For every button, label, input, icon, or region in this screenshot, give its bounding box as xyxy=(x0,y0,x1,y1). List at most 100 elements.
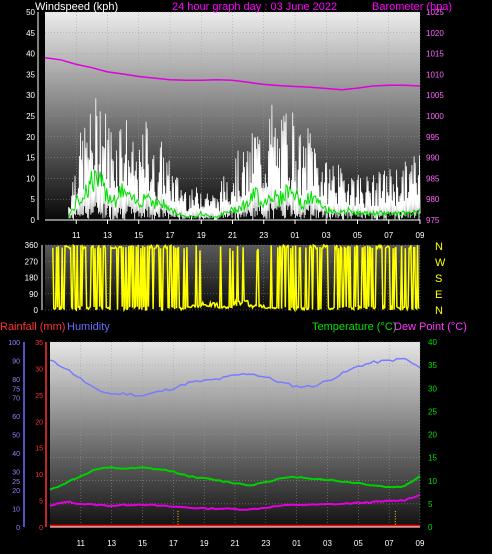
windspeed-tick-label: 45 xyxy=(26,29,35,38)
rainfall-axis-label: Rainfall (mm) xyxy=(0,321,65,333)
humidity-tick-label: 70 xyxy=(12,396,20,403)
humidity-tick-label: 20 xyxy=(12,488,20,495)
time-tick-label: 01 xyxy=(292,539,301,548)
wind-direction-series xyxy=(52,243,420,313)
time-tick-label: 21 xyxy=(231,539,240,548)
temperature-tick-label: 10 xyxy=(428,477,437,486)
barometer-tick-label: 1020 xyxy=(426,29,444,38)
humidity-tick-label: 30 xyxy=(12,470,20,477)
humidity-tick-label: 25 xyxy=(12,479,20,486)
barometer-axis-label: Barometer (hpa) xyxy=(372,1,452,13)
compass-labels: N W S E N xyxy=(435,241,446,317)
humidity-series xyxy=(49,357,421,397)
chart-title: 24 hour graph day : 03 June 2022 xyxy=(172,1,337,13)
time-tick-label: 21 xyxy=(228,231,237,240)
temperature-tick-label: 40 xyxy=(428,338,437,347)
time-tick-label: 13 xyxy=(107,539,116,548)
compass-s: S xyxy=(435,273,442,285)
rainfall-tick-label: 30 xyxy=(35,366,43,373)
barometer-tick-label: 980 xyxy=(426,195,440,204)
time-tick-label: 03 xyxy=(322,231,331,240)
temp-hum-gridlines xyxy=(50,341,421,528)
wind-direction-axes: 0 90 180 270 360 xyxy=(25,241,43,315)
temperature-tick-label: 25 xyxy=(428,407,437,416)
barometer-series xyxy=(44,57,421,91)
rainfall-tick-label: 0 xyxy=(39,525,43,532)
time-tick-label: 09 xyxy=(416,231,425,240)
humidity-tick-label: 80 xyxy=(12,377,20,384)
windspeed-axis-label: Windspeed (kph) xyxy=(35,1,118,13)
temperature-tick-label: 35 xyxy=(428,361,437,370)
temperature-tick-label: 0 xyxy=(428,523,433,532)
time-tick-label: 03 xyxy=(323,539,332,548)
temperature-tick-label: 5 xyxy=(428,500,433,509)
time-tick-label: 23 xyxy=(259,231,268,240)
humidity-tick-label: 100 xyxy=(8,340,20,347)
rainfall-tick-label: 5 xyxy=(39,499,43,506)
rainfall-tick-label: 15 xyxy=(35,446,43,453)
rainfall-tick-label: 35 xyxy=(35,340,43,347)
time-tick-label: 07 xyxy=(384,231,393,240)
temp-hum-axes: 0510152025303540010202530405060707580901… xyxy=(8,338,437,548)
temperature-tick-label: 20 xyxy=(428,431,437,440)
time-tick-label: 11 xyxy=(72,231,81,240)
wind-direction-series xyxy=(52,243,420,313)
wind-baro-series xyxy=(44,57,421,221)
humidity-tick-label: 40 xyxy=(12,451,20,458)
barometer-tick-label: 1025 xyxy=(426,8,444,17)
dewpoint-series xyxy=(49,493,421,511)
humidity-tick-label: 0 xyxy=(16,525,20,532)
compass-n-bottom: N xyxy=(435,305,443,317)
time-tick-label: 01 xyxy=(291,231,300,240)
windspeed-tick-label: 50 xyxy=(26,8,35,17)
temperature-tick-label: 30 xyxy=(428,384,437,393)
time-tick-label: 19 xyxy=(197,231,206,240)
wind-gust-series xyxy=(68,98,421,221)
windspeed-tick-label: 0 xyxy=(31,216,36,225)
barometer-tick-label: 1015 xyxy=(426,50,444,59)
time-tick-label: 05 xyxy=(353,231,362,240)
windspeed-tick-label: 15 xyxy=(26,154,35,163)
time-tick-label: 11 xyxy=(77,539,86,548)
barometer-tick-label: 1005 xyxy=(426,91,444,100)
windspeed-tick-label: 25 xyxy=(26,112,35,121)
temperature-series xyxy=(49,466,421,491)
temperature-tick-label: 15 xyxy=(428,454,437,463)
rainfall-tick-label: 25 xyxy=(35,393,43,400)
windspeed-tick-label: 40 xyxy=(26,50,35,59)
direction-tick-label: 270 xyxy=(25,257,39,266)
windspeed-tick-label: 20 xyxy=(26,133,35,142)
time-tick-label: 17 xyxy=(166,231,175,240)
wind-baro-axes: 0510152025303540455097598098599099510001… xyxy=(26,8,444,240)
humidity-tick-label: 75 xyxy=(12,386,20,393)
humidity-tick-label: 10 xyxy=(12,507,20,514)
time-tick-label: 23 xyxy=(261,539,270,548)
humidity-tick-label: 50 xyxy=(12,433,20,440)
direction-tick-label: 90 xyxy=(29,290,38,299)
rainfall-tick-label: 20 xyxy=(35,419,43,426)
time-tick-label: 19 xyxy=(200,539,209,548)
humidity-tick-label: 60 xyxy=(12,414,20,421)
barometer-tick-label: 1010 xyxy=(426,70,444,79)
compass-n-top: N xyxy=(435,241,443,253)
time-tick-label: 15 xyxy=(134,231,143,240)
compass-w: W xyxy=(435,257,446,269)
windspeed-tick-label: 35 xyxy=(26,70,35,79)
windspeed-tick-label: 10 xyxy=(26,174,35,183)
time-tick-label: 15 xyxy=(138,539,147,548)
humidity-axis-label: Humidity xyxy=(67,321,110,333)
direction-tick-label: 360 xyxy=(25,241,39,250)
barometer-tick-label: 975 xyxy=(426,216,440,225)
barometer-tick-label: 990 xyxy=(426,154,440,163)
humidity-tick-label: 90 xyxy=(12,359,20,366)
time-tick-label: 09 xyxy=(416,539,425,548)
temperature-axis-label: Temperature (°C) xyxy=(312,321,396,333)
windspeed-tick-label: 30 xyxy=(26,91,35,100)
barometer-tick-label: 1000 xyxy=(426,112,444,121)
time-tick-label: 07 xyxy=(385,539,394,548)
windspeed-tick-label: 5 xyxy=(31,195,36,204)
time-tick-label: 17 xyxy=(169,539,178,548)
compass-e: E xyxy=(435,289,442,301)
